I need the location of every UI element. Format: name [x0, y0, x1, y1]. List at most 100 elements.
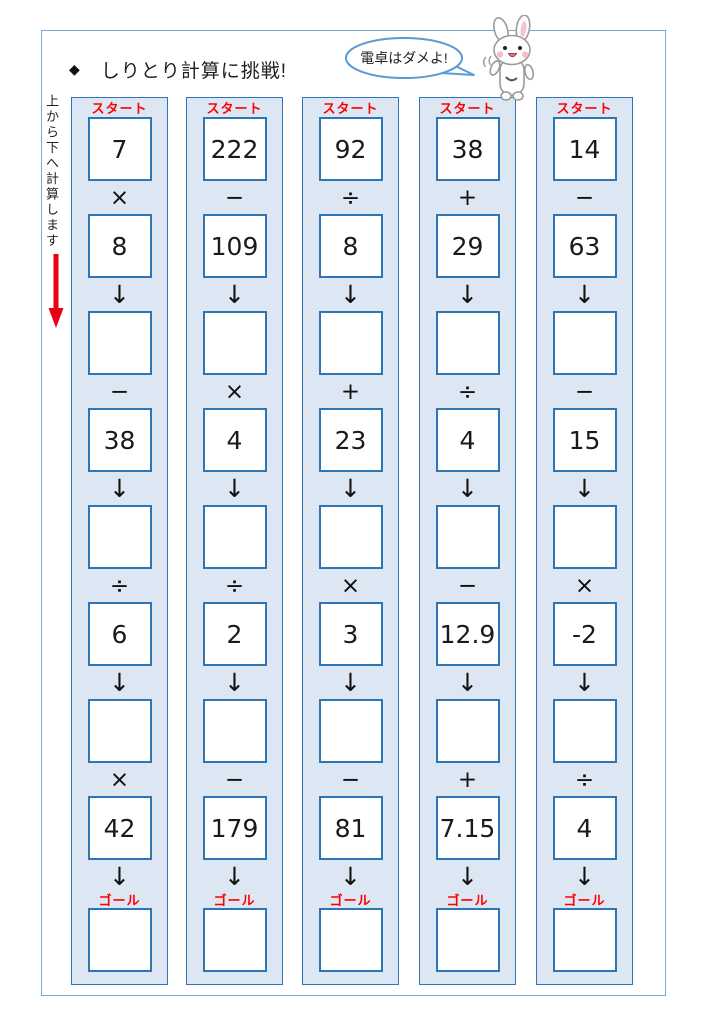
answer-cell[interactable] [552, 699, 617, 763]
down-arrow-icon: ↓ [224, 862, 245, 891]
down-arrow-icon: ↓ [109, 280, 130, 309]
operator-symbol: × [340, 572, 361, 599]
down-arrow-icon: ↓ [340, 668, 361, 697]
operator-symbol: + [457, 184, 478, 211]
down-arrow-icon: ↓ [574, 474, 595, 503]
answer-cell[interactable] [202, 311, 267, 375]
operator-symbol: − [574, 184, 595, 211]
number-cell: 7.15 [435, 796, 500, 860]
answer-cell[interactable] [202, 505, 267, 569]
operator-symbol: ÷ [224, 572, 245, 599]
number-cell: -2 [552, 602, 617, 666]
calc-column: スタート 222−109 ↓ × 4 ↓ ÷ 2 ↓ −179 ↓ ゴール [186, 97, 283, 985]
operator-symbol: × [574, 572, 595, 599]
number-cell: 8 [318, 214, 383, 278]
operator-symbol: ÷ [457, 378, 478, 405]
down-arrow-icon: ↓ [457, 668, 478, 697]
goal-label: ゴール [446, 893, 489, 908]
number-cell: 63 [552, 214, 617, 278]
number-cell: 92 [318, 117, 383, 181]
number-cell: 4 [202, 408, 267, 472]
start-label: スタート [206, 101, 263, 116]
down-arrow-icon: ↓ [457, 862, 478, 891]
answer-cell[interactable] [552, 311, 617, 375]
operator-symbol: + [340, 378, 361, 405]
goal-label: ゴール [329, 893, 372, 908]
operator-symbol: ÷ [574, 766, 595, 793]
page-border [41, 30, 666, 996]
speech-bubble-text: 電卓はダメよ! [360, 50, 447, 66]
goal-label: ゴール [98, 893, 141, 908]
start-label: スタート [439, 101, 496, 116]
operator-symbol: − [457, 572, 478, 599]
number-cell: 29 [435, 214, 500, 278]
number-cell: 81 [318, 796, 383, 860]
start-label: スタート [91, 101, 148, 116]
answer-cell[interactable] [87, 699, 152, 763]
rabbit-mascot-icon [482, 15, 535, 101]
number-cell: 14 [552, 117, 617, 181]
number-cell: 7 [87, 117, 152, 181]
operator-symbol: − [224, 184, 245, 211]
down-arrow-icon: ↓ [224, 280, 245, 309]
number-cell: 12.9 [435, 602, 500, 666]
operator-symbol: + [457, 766, 478, 793]
goal-answer-cell[interactable] [435, 908, 500, 972]
number-cell: 15 [552, 408, 617, 472]
down-arrow-icon: ↓ [109, 862, 130, 891]
down-arrow-icon: ↓ [109, 474, 130, 503]
start-label: スタート [556, 101, 613, 116]
down-arrow-icon: ↓ [457, 474, 478, 503]
answer-cell[interactable] [318, 699, 383, 763]
number-cell: 23 [318, 408, 383, 472]
calc-column: スタート 7 × 8 ↓ −38 ↓ ÷ 6 ↓ × 42 ↓ ゴール [71, 97, 168, 985]
goal-answer-cell[interactable] [552, 908, 617, 972]
diamond-bullet-icon: ◆ [69, 61, 81, 77]
operator-symbol: × [109, 766, 130, 793]
answer-cell[interactable] [435, 311, 500, 375]
goal-answer-cell[interactable] [87, 908, 152, 972]
downward-red-arrow-icon [48, 254, 64, 328]
down-arrow-icon: ↓ [340, 862, 361, 891]
goal-answer-cell[interactable] [202, 908, 267, 972]
operator-symbol: × [109, 184, 130, 211]
number-cell: 8 [87, 214, 152, 278]
number-cell: 38 [87, 408, 152, 472]
answer-cell[interactable] [87, 311, 152, 375]
number-cell: 109 [202, 214, 267, 278]
vertical-instruction: 上から下へ計算します [44, 94, 59, 249]
down-arrow-icon: ↓ [224, 474, 245, 503]
worksheet-title-text: しりとり計算に挑戦! [100, 61, 288, 82]
down-arrow-icon: ↓ [574, 668, 595, 697]
number-cell: 222 [202, 117, 267, 181]
operator-symbol: ÷ [340, 184, 361, 211]
number-cell: 42 [87, 796, 152, 860]
worksheet-title: ◆ しりとり計算に挑戦! [69, 56, 287, 83]
number-cell: 6 [87, 602, 152, 666]
answer-cell[interactable] [87, 505, 152, 569]
answer-cell[interactable] [435, 505, 500, 569]
goal-label: ゴール [563, 893, 606, 908]
down-arrow-icon: ↓ [340, 474, 361, 503]
answer-cell[interactable] [202, 699, 267, 763]
number-cell: 3 [318, 602, 383, 666]
number-cell: 179 [202, 796, 267, 860]
start-label: スタート [322, 101, 379, 116]
number-cell: 4 [552, 796, 617, 860]
answer-cell[interactable] [435, 699, 500, 763]
number-cell: 4 [435, 408, 500, 472]
answer-cell[interactable] [552, 505, 617, 569]
goal-label: ゴール [213, 893, 256, 908]
number-cell: 2 [202, 602, 267, 666]
calc-column: スタート 14−63 ↓ −15 ↓ × -2 ↓ ÷ 4 ↓ ゴール [536, 97, 633, 985]
down-arrow-icon: ↓ [574, 862, 595, 891]
down-arrow-icon: ↓ [224, 668, 245, 697]
down-arrow-icon: ↓ [340, 280, 361, 309]
answer-cell[interactable] [318, 311, 383, 375]
number-cell: 38 [435, 117, 500, 181]
operator-symbol: − [574, 378, 595, 405]
operator-symbol: ÷ [109, 572, 130, 599]
operator-symbol: × [224, 378, 245, 405]
goal-answer-cell[interactable] [318, 908, 383, 972]
answer-cell[interactable] [318, 505, 383, 569]
